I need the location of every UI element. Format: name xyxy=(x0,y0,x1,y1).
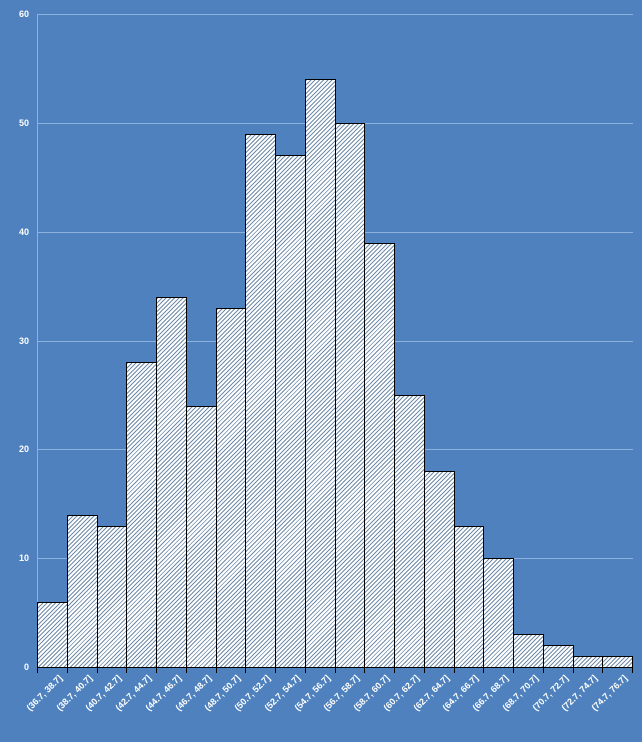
x-axis-tick xyxy=(97,668,98,673)
y-axis-tick-label: 40 xyxy=(18,227,29,237)
histogram-bar xyxy=(216,308,246,668)
histogram-bar xyxy=(335,123,365,668)
x-axis-tick xyxy=(335,668,336,673)
x-axis-tick xyxy=(513,668,514,673)
histogram-bar xyxy=(483,558,514,668)
x-axis-tick xyxy=(454,668,455,673)
x-axis-tick xyxy=(37,668,38,673)
y-axis-tick-label: 10 xyxy=(18,553,29,563)
x-axis-tick xyxy=(305,668,306,673)
histogram-bar xyxy=(97,526,127,668)
histogram-bar xyxy=(245,134,276,668)
x-axis-tick xyxy=(186,668,187,673)
x-axis-tick xyxy=(275,668,276,673)
x-axis-line xyxy=(37,667,632,668)
histogram-bar xyxy=(275,155,306,668)
histogram-bar xyxy=(186,406,217,668)
histogram-bar xyxy=(305,79,336,668)
y-axis-tick-label: 50 xyxy=(18,118,29,128)
x-axis-tick xyxy=(67,668,68,673)
x-axis-tick xyxy=(394,668,395,673)
x-axis-tick xyxy=(483,668,484,673)
histogram-bar xyxy=(543,645,574,668)
histogram-bar xyxy=(37,602,68,668)
histogram-bar xyxy=(454,526,484,668)
x-axis-tick xyxy=(245,668,246,673)
y-axis-line xyxy=(37,14,38,667)
x-axis-tick xyxy=(364,668,365,673)
x-axis-tick xyxy=(602,668,603,673)
x-axis-tick xyxy=(126,668,127,673)
histogram-bar xyxy=(364,243,395,668)
histogram-bar xyxy=(67,515,98,668)
y-axis-tick-label: 20 xyxy=(18,444,29,454)
y-axis-tick-label: 0 xyxy=(23,662,29,672)
x-axis-tick xyxy=(156,668,157,673)
histogram-bar xyxy=(513,634,544,668)
y-axis-tick-label: 30 xyxy=(18,336,29,346)
x-axis-tick xyxy=(543,668,544,673)
x-axis-tick xyxy=(573,668,574,673)
x-axis-tick xyxy=(216,668,217,673)
y-gridline xyxy=(37,14,633,15)
histogram-bar xyxy=(126,362,157,668)
histogram-bar xyxy=(424,471,455,668)
histogram-bar xyxy=(394,395,425,668)
x-axis-tick xyxy=(424,668,425,673)
histogram-bar xyxy=(156,297,187,668)
x-axis-tick xyxy=(632,668,633,673)
y-axis-tick-label: 60 xyxy=(18,9,29,19)
